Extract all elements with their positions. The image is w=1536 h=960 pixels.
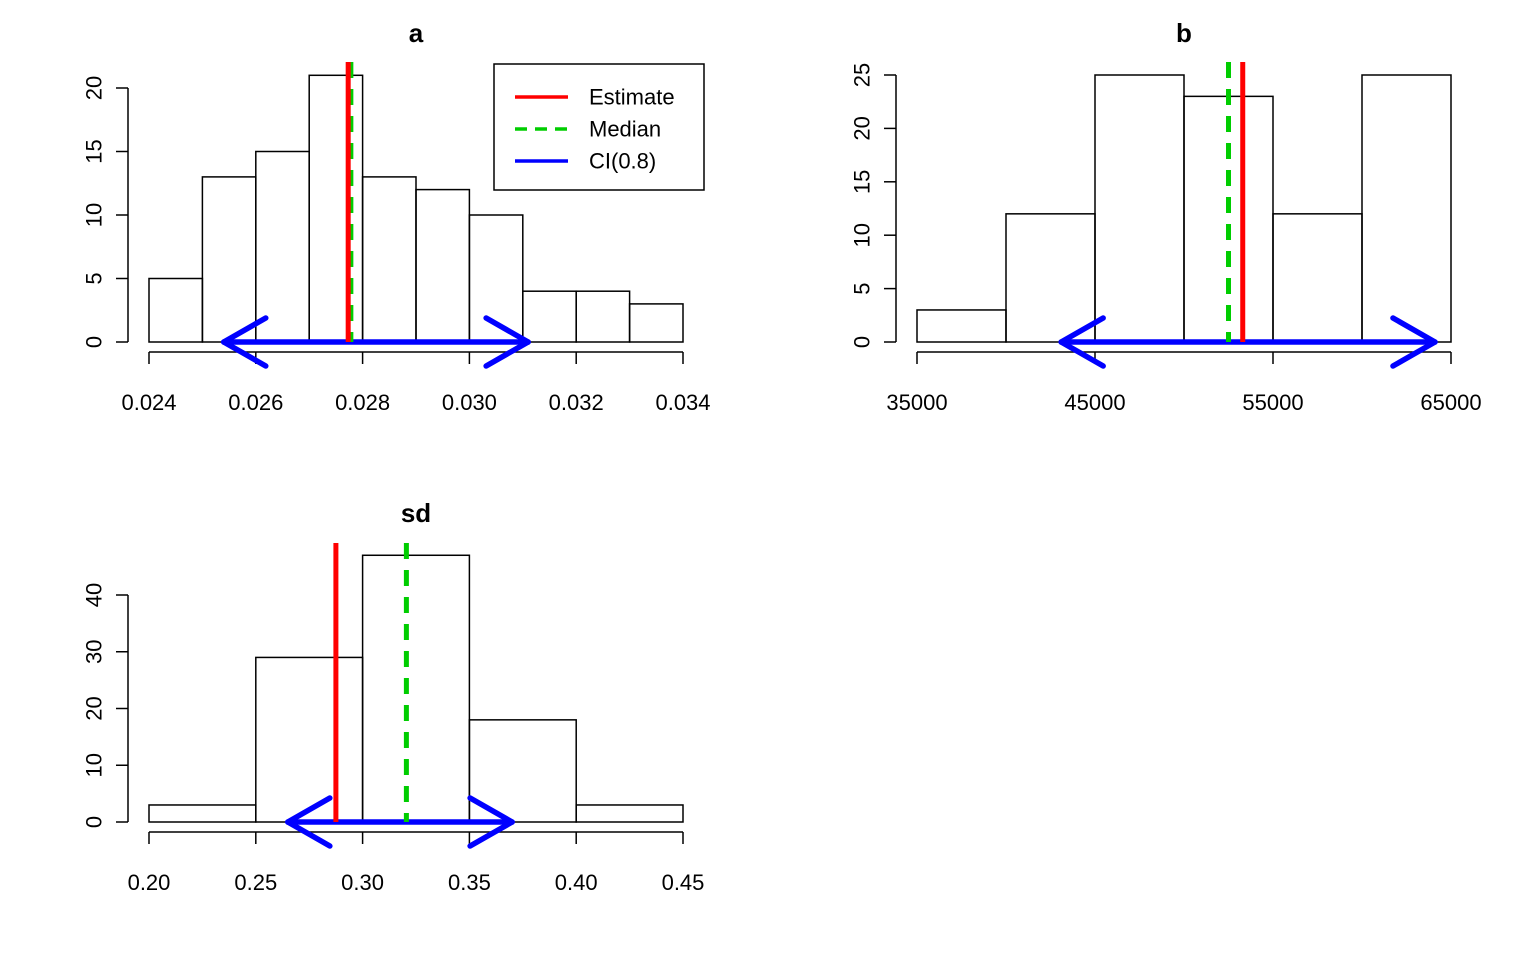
histogram-bar	[1272, 213, 1363, 343]
y-tick-label: 20	[850, 116, 875, 140]
histogram-bar	[575, 804, 684, 823]
y-tick-label: 20	[82, 76, 107, 100]
x-tick-label: 0.45	[662, 870, 705, 895]
y-tick-label: 10	[850, 223, 875, 247]
histogram-bar	[628, 303, 684, 343]
histogram-bar	[361, 176, 417, 343]
x-tick-label: 0.25	[234, 870, 277, 895]
histogram-bar	[468, 719, 577, 823]
y-axis: 0 5 10 15 20	[82, 76, 129, 348]
x-tick-label: 0.028	[335, 390, 390, 415]
histogram-bar	[575, 290, 631, 343]
histogram-bar	[361, 554, 471, 823]
histogram-bar	[1094, 74, 1185, 343]
histogram-bar	[255, 656, 364, 823]
ci-arrow	[1058, 315, 1438, 369]
histogram-bar	[415, 188, 471, 343]
x-axis: 35000 45000 55000 65000	[886, 351, 1482, 415]
histogram-bar	[148, 804, 257, 823]
histogram-bar	[255, 150, 310, 343]
legend-box	[493, 63, 705, 191]
y-tick-label: 0	[850, 336, 875, 348]
y-tick-label: 0	[82, 816, 107, 828]
panel-title: b	[1176, 18, 1192, 48]
ci-arrow	[285, 795, 515, 849]
y-tick-label: 5	[850, 282, 875, 294]
y-tick-label: 20	[82, 696, 107, 720]
panel-b: b 35000 45000 55000 65000 0 5 10 15 20 25	[850, 18, 1482, 415]
histogram-bar	[916, 309, 1007, 343]
histogram-bar	[201, 176, 257, 343]
legend-label: Estimate	[589, 85, 675, 110]
panel-title: a	[409, 18, 424, 48]
x-tick-label: 0.026	[228, 390, 283, 415]
y-tick-label: 5	[82, 272, 107, 284]
panel-a: a 0.024 0.026 0.028 0.030 0.032 0.034 0 5 10 15 20 E…	[82, 18, 711, 415]
y-tick-label: 40	[82, 583, 107, 607]
y-tick-label: 10	[82, 203, 107, 227]
legend: Estimate Median CI(0.8)	[493, 63, 705, 191]
x-axis: 0.024 0.026 0.028 0.030 0.032 0.034	[121, 351, 711, 415]
x-tick-label: 0.20	[128, 870, 171, 895]
histogram-bar	[308, 74, 364, 343]
histogram-bar	[522, 290, 577, 343]
y-tick-label: 25	[850, 63, 875, 87]
x-tick-label: 55000	[1242, 390, 1303, 415]
panel-title: sd	[401, 498, 431, 528]
legend-label: CI(0.8)	[589, 149, 656, 174]
ci-arrow	[221, 315, 531, 369]
x-tick-label: 0.35	[448, 870, 491, 895]
x-tick-label: 65000	[1420, 390, 1481, 415]
x-tick-label: 0.032	[549, 390, 604, 415]
y-tick-label: 15	[82, 139, 107, 163]
x-tick-label: 0.024	[121, 390, 176, 415]
y-tick-label: 10	[82, 753, 107, 777]
x-tick-label: 35000	[886, 390, 947, 415]
x-tick-label: 0.30	[341, 870, 384, 895]
histogram-bar	[1361, 74, 1452, 343]
x-tick-label: 45000	[1064, 390, 1125, 415]
histogram-bar	[148, 277, 204, 343]
panel-sd: sd 0.20 0.25 0.30 0.35 0.40 0.45 0 10 20 30 40	[82, 498, 705, 895]
x-axis: 0.20 0.25 0.30 0.35 0.40 0.45	[128, 831, 705, 895]
y-tick-label: 0	[82, 336, 107, 348]
y-axis: 0 10 20 30 40	[82, 583, 129, 828]
histogram-bar	[1005, 213, 1096, 343]
y-tick-label: 15	[850, 170, 875, 194]
x-tick-label: 0.40	[555, 870, 598, 895]
x-tick-label: 0.030	[442, 390, 497, 415]
legend-label: Median	[589, 117, 661, 142]
y-tick-label: 30	[82, 640, 107, 664]
x-tick-label: 0.034	[655, 390, 710, 415]
y-axis: 0 5 10 15 20 25	[850, 63, 897, 348]
